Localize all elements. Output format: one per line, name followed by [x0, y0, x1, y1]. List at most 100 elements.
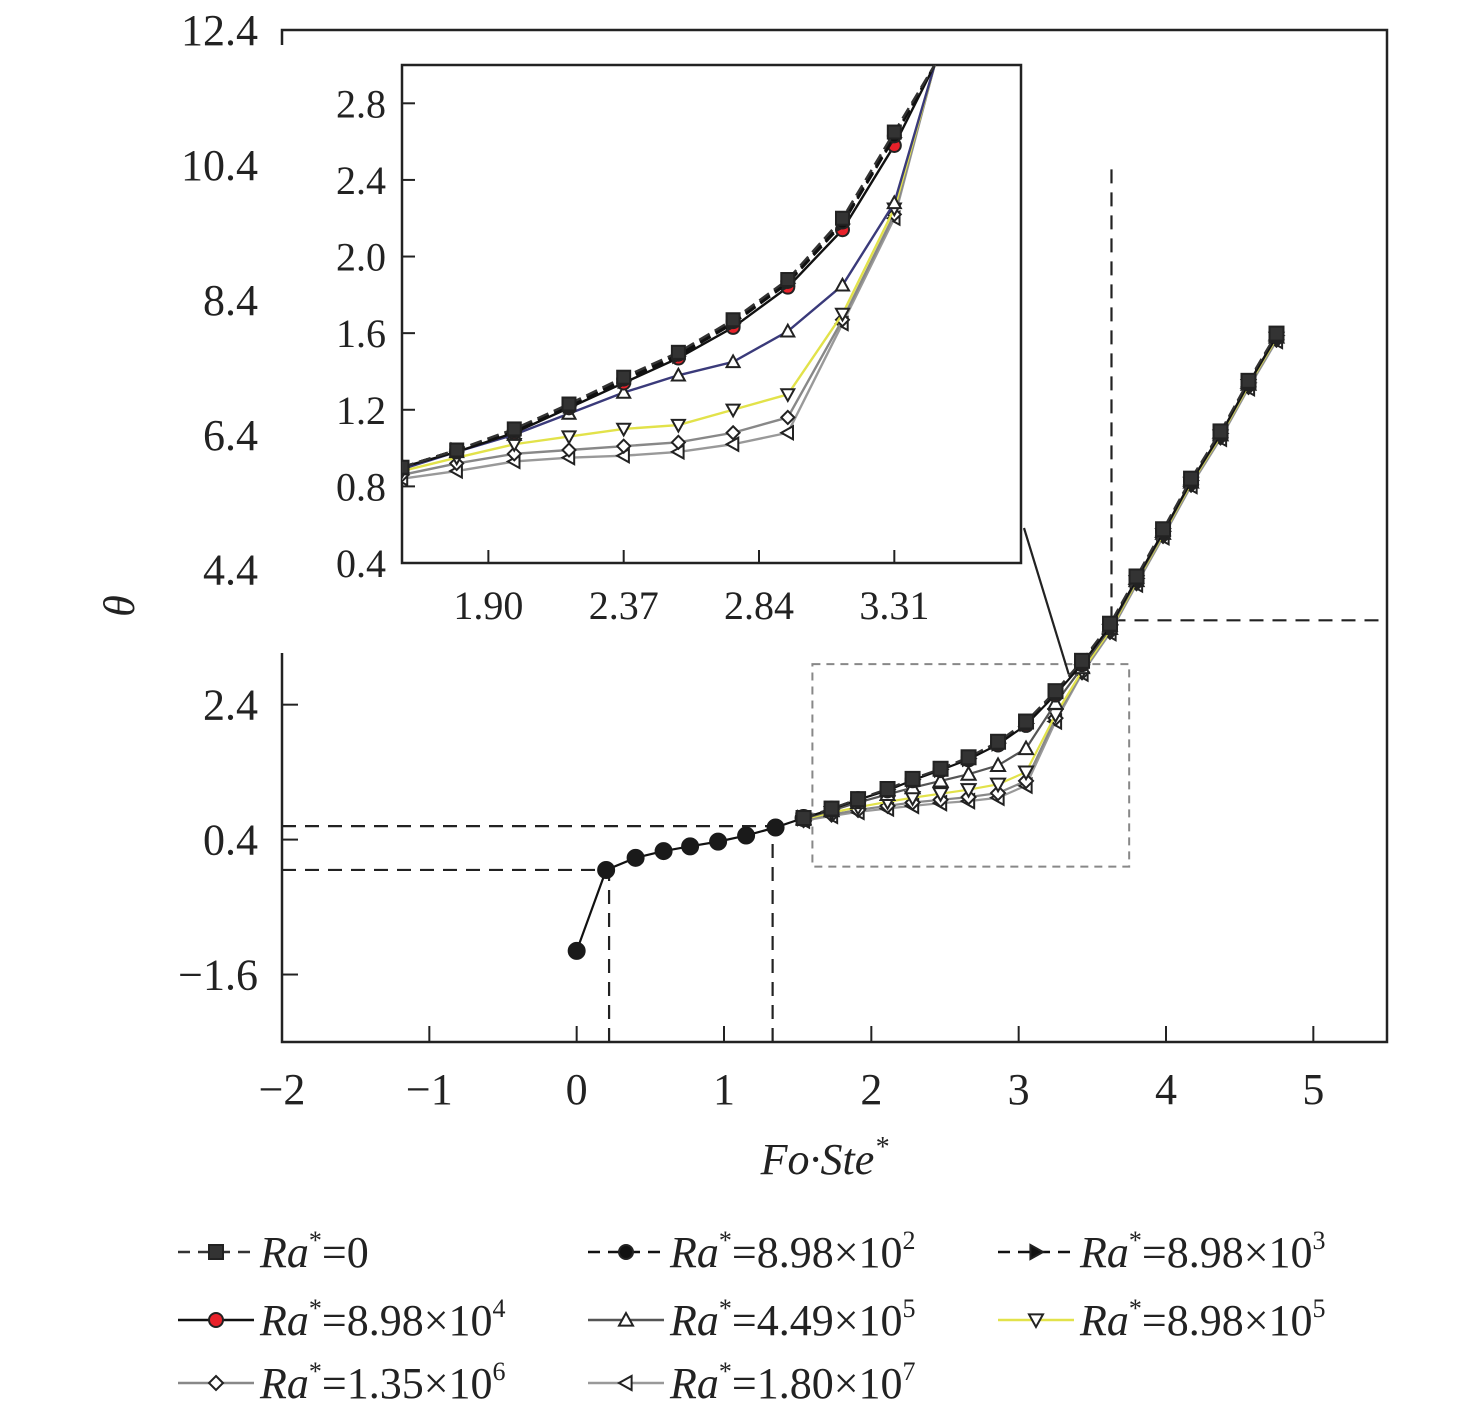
data-point — [823, 800, 840, 817]
inset-series-group — [402, 65, 936, 487]
legend-label-sup: * — [309, 1357, 322, 1386]
x-tick-label: 5 — [1302, 1065, 1324, 1114]
legend-item-ra-1-80-10: Ra*=1.80×107 — [588, 1357, 916, 1408]
y-tick-label: 0.4 — [203, 816, 258, 865]
legend-label-prefix: Ra — [669, 1228, 719, 1277]
x-axis-title-superscript: * — [874, 1132, 888, 1163]
inset-data-point — [725, 424, 742, 441]
data-point — [989, 777, 1007, 794]
data-point — [931, 787, 950, 803]
inset-data-point — [561, 396, 577, 412]
data-point-common — [567, 941, 586, 960]
legend-marker — [616, 1374, 633, 1392]
legend-label-prefix: Ra — [259, 1296, 309, 1345]
data-point — [959, 783, 978, 799]
zoom-region-box — [811, 663, 1131, 868]
y-tick-label: 10.4 — [181, 141, 258, 190]
legend-item-ra-8-98-10: Ra*=8.98×102 — [588, 1226, 916, 1277]
data-point — [1155, 521, 1172, 538]
y-tick-label: 8.4 — [203, 276, 258, 325]
data-point — [990, 733, 1007, 750]
y-tick-label: 6.4 — [203, 411, 258, 460]
legend-label: Ra*=4.49×105 — [669, 1294, 916, 1345]
data-point — [1268, 325, 1285, 342]
inset-data-point — [886, 124, 902, 140]
legend-marker — [618, 1244, 634, 1260]
inset-data-point — [616, 369, 632, 385]
y-tick-label: −1.6 — [178, 951, 258, 1000]
inset-data-point — [779, 322, 796, 338]
legend-label-value: =4.49×10 — [732, 1296, 903, 1345]
legend-label: Ra*=1.80×107 — [669, 1357, 916, 1408]
legend-label-exponent: 4 — [493, 1294, 506, 1323]
legend-label-exponent: 2 — [903, 1226, 916, 1255]
legend-marker — [1029, 1243, 1046, 1261]
legend-label-sup: * — [309, 1226, 322, 1255]
legend-label: Ra*=1.35×106 — [259, 1357, 506, 1408]
series-ra-0 — [795, 325, 1285, 827]
legend-label-sup: * — [719, 1226, 732, 1255]
data-point — [960, 749, 977, 766]
legend-marker — [208, 1244, 224, 1260]
legend-label-sup: * — [309, 1294, 322, 1323]
y-tick-label: 4.4 — [203, 546, 258, 595]
inset-data-point — [834, 210, 850, 226]
inset-y-tick-label: 0.4 — [336, 541, 386, 586]
data-point-common — [597, 860, 616, 879]
legend-item-ra-8-98-10: Ra*=8.98×103 — [998, 1226, 1326, 1277]
legend-label-prefix: Ra — [669, 1359, 719, 1408]
data-point — [1047, 683, 1064, 700]
x-tick-label: 0 — [566, 1065, 588, 1114]
inset-data-point — [506, 421, 522, 437]
data-point — [1102, 615, 1119, 632]
data-point — [932, 760, 949, 777]
data-point — [850, 791, 867, 808]
data-point — [879, 781, 896, 797]
data-point — [1046, 694, 1065, 710]
inset-data-point — [615, 422, 632, 438]
legend-item-ra-8-98-10: Ra*=8.98×104 — [178, 1294, 506, 1345]
y-tick-label: 2.4 — [203, 681, 258, 730]
legend-label-sup: * — [719, 1357, 732, 1386]
inset-data-point — [670, 418, 687, 434]
main-plot: −2 −1 0 1 2 3 4 5 −1.6 0.4 2.4 4.4 6.4 8.4 10.4 12.4 Fo·… — [95, 6, 1389, 1184]
y-axis-title: θ — [95, 595, 144, 617]
legend-label-exponent: 7 — [903, 1357, 916, 1386]
legend-marker — [1027, 1313, 1045, 1330]
legend-item-ra-4-49-10: Ra*=4.49×105 — [588, 1294, 916, 1345]
inset-data-point — [449, 442, 465, 458]
data-point — [1074, 652, 1091, 669]
legend-label-exponent: 3 — [1313, 1226, 1326, 1255]
data-point — [904, 770, 921, 787]
legend-label-prefix: Ra — [259, 1228, 309, 1277]
data-point-common — [737, 826, 756, 845]
x-tick-label: 1 — [713, 1065, 735, 1114]
inset-plot: 1.90 2.37 2.84 3.31 0.4 0.8 1.2 1.6 2.0 2.4 2.8 — [274, 45, 1070, 675]
data-point — [1018, 713, 1035, 730]
inset-x-tick-label: 3.31 — [859, 583, 929, 628]
legend-label-value: =1.80×10 — [732, 1359, 903, 1408]
inset-data-point — [724, 353, 742, 369]
inset-data-point — [670, 434, 687, 451]
inset-data-point — [724, 436, 740, 453]
inset-data-point — [886, 194, 903, 210]
inset-x-tick-label: 2.84 — [724, 583, 794, 628]
legend-item-ra-8-98-10: Ra*=8.98×105 — [998, 1294, 1326, 1345]
x-axis-title: Fo·Ste* — [760, 1132, 889, 1184]
y-tick-label: 12.4 — [181, 6, 258, 55]
inset-data-point — [834, 276, 851, 292]
data-point-common — [654, 842, 673, 861]
inset-connector-line — [1022, 527, 1070, 675]
data-point — [1183, 470, 1200, 487]
data-point — [795, 810, 812, 827]
inset-data-point — [615, 438, 632, 455]
legend-label-sup: * — [1129, 1226, 1142, 1255]
data-point — [1212, 423, 1229, 440]
data-point-common — [766, 818, 785, 837]
legend-label: Ra*=8.98×102 — [669, 1226, 916, 1277]
x-tick-label: −1 — [406, 1065, 453, 1114]
inset-y-tick-label: 2.8 — [336, 81, 386, 126]
data-point — [1017, 739, 1035, 756]
legend-label: Ra*=8.98×105 — [1079, 1294, 1326, 1345]
